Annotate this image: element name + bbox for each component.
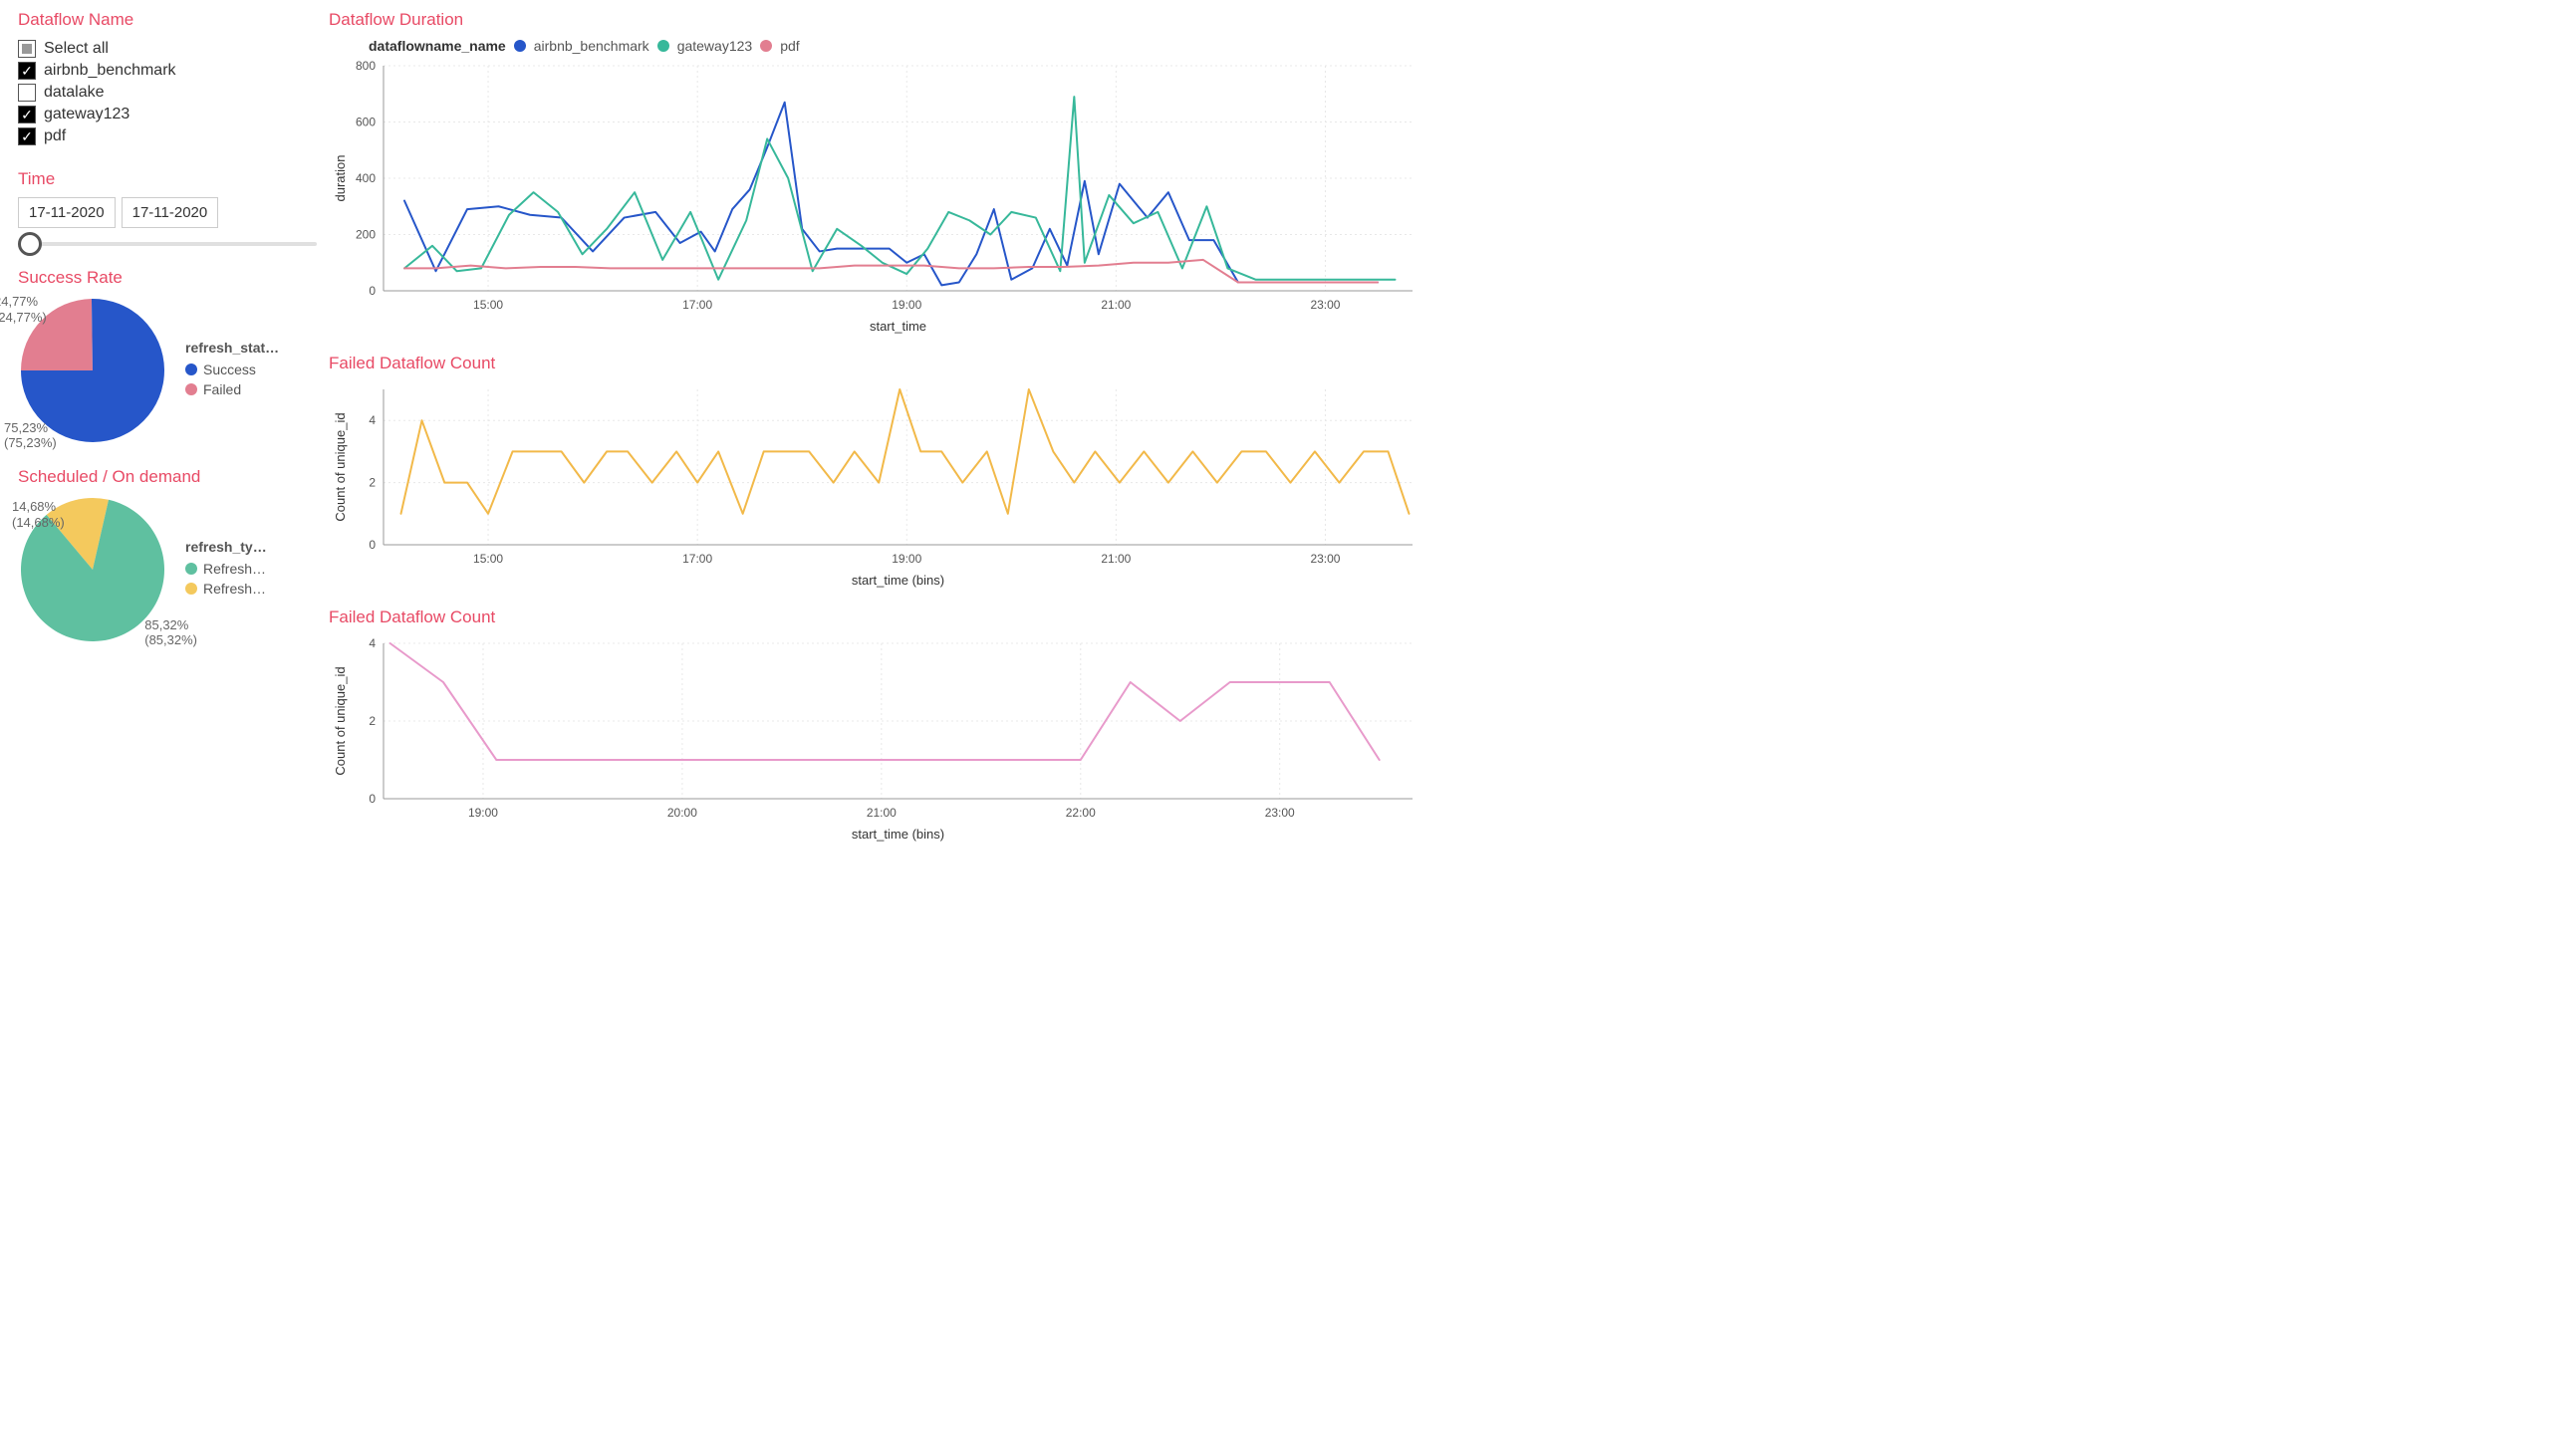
legend-item[interactable]: Refresh… (185, 581, 267, 597)
failed2-title: Failed Dataflow Count (329, 607, 2558, 627)
pie-label-sched-major: 85,32% (85,32%) (144, 617, 197, 648)
svg-text:19:00: 19:00 (892, 552, 921, 566)
success-rate-pie[interactable]: 24,77% (24,77%) 75,23% (75,23%) (18, 296, 167, 445)
svg-text:21:00: 21:00 (867, 806, 897, 820)
filter-item-gateway123[interactable]: gateway123 (18, 104, 317, 125)
legend-label: Refresh… (203, 581, 266, 597)
legend-label: Failed (203, 381, 241, 397)
checkbox-icon[interactable] (18, 127, 36, 145)
filter-item-label: airbnb_benchmark (44, 62, 176, 80)
svg-text:19:00: 19:00 (892, 298, 921, 312)
svg-text:19:00: 19:00 (468, 806, 498, 820)
filter-title: Dataflow Name (18, 10, 317, 30)
failed1-title: Failed Dataflow Count (329, 354, 2558, 373)
time-slicer: Time 17-11-2020 17-11-2020 (18, 169, 317, 246)
time-slider-thumb[interactable] (18, 232, 42, 256)
svg-text:23:00: 23:00 (1265, 806, 1295, 820)
time-slider-track[interactable] (18, 242, 317, 246)
duration-legend: dataflowname_name airbnb_benchmarkgatewa… (369, 38, 2558, 54)
svg-text:20:00: 20:00 (667, 806, 697, 820)
svg-text:17:00: 17:00 (682, 552, 712, 566)
filter-item-pdf[interactable]: pdf (18, 125, 317, 147)
filter-item-datalake[interactable]: datalake (18, 82, 317, 104)
svg-text:800: 800 (356, 59, 376, 73)
legend-dot-icon (657, 40, 669, 52)
pie-label-sched-minor: 14,68% (14,68%) (12, 499, 65, 530)
legend-label: Success (203, 362, 256, 377)
checkbox-icon[interactable] (18, 62, 36, 80)
svg-text:0: 0 (369, 538, 376, 552)
pie-label-success: 75,23% (75,23%) (4, 420, 57, 451)
success-rate-legend: refresh_stat… SuccessFailed (185, 340, 279, 401)
checkbox-icon[interactable] (18, 84, 36, 102)
success-rate-title: Success Rate (18, 268, 317, 288)
svg-text:start_time (bins): start_time (bins) (852, 573, 944, 588)
filter-item-airbnb_benchmark[interactable]: airbnb_benchmark (18, 60, 317, 82)
legend-dot-icon (760, 40, 772, 52)
legend-item[interactable]: Success (185, 362, 279, 377)
failed2-chart[interactable]: 0 2 4 19:00 20:00 21:00 22:00 23:00 Count of uni… (329, 635, 1424, 845)
pie-label-failed: 24,77% (24,77%) (0, 294, 47, 325)
legend-dot-icon (185, 383, 197, 395)
filter-item-Select-all[interactable]: Select all (18, 38, 317, 60)
duration-chart-block: Dataflow Duration dataflowname_name airb… (329, 10, 2558, 340)
legend-label: gateway123 (677, 38, 753, 54)
legend-dot-icon (185, 364, 197, 375)
legend-item[interactable]: Refresh… (185, 561, 267, 577)
svg-text:15:00: 15:00 (473, 298, 503, 312)
checkbox-icon[interactable] (18, 40, 36, 58)
svg-text:Count of unique_id: Count of unique_id (333, 666, 348, 775)
scheduled-section: Scheduled / On demand 14,68% (14,68%) 85… (18, 467, 317, 644)
scheduled-pie[interactable]: 14,68% (14,68%) 85,32% (85,32%) (18, 495, 167, 644)
svg-text:0: 0 (369, 792, 376, 806)
date-from-input[interactable]: 17-11-2020 (18, 197, 116, 228)
svg-text:21:00: 21:00 (1101, 298, 1131, 312)
svg-text:17:00: 17:00 (682, 298, 712, 312)
svg-text:23:00: 23:00 (1310, 552, 1340, 566)
filter-item-label: gateway123 (44, 106, 129, 123)
svg-text:duration: duration (333, 155, 348, 202)
duration-chart[interactable]: 0 200 400 600 800 15:00 17:00 19:00 21:00 23:00 du… (329, 58, 1424, 337)
filter-dataflow-name: Dataflow Name Select all airbnb_benchmark… (18, 10, 317, 147)
filter-item-label: Select all (44, 40, 109, 58)
scheduled-legend: refresh_ty… Refresh…Refresh… (185, 539, 267, 601)
date-to-input[interactable]: 17-11-2020 (122, 197, 219, 228)
svg-text:Count of unique_id: Count of unique_id (333, 412, 348, 521)
filter-item-label: pdf (44, 127, 66, 145)
svg-text:0: 0 (369, 284, 376, 298)
legend-item[interactable]: Failed (185, 381, 279, 397)
svg-text:2: 2 (369, 714, 376, 728)
svg-text:200: 200 (356, 228, 376, 242)
svg-text:22:00: 22:00 (1066, 806, 1096, 820)
checkbox-icon[interactable] (18, 106, 36, 123)
legend-label: pdf (780, 38, 799, 54)
svg-text:start_time: start_time (870, 319, 926, 334)
scheduled-title: Scheduled / On demand (18, 467, 317, 487)
svg-text:15:00: 15:00 (473, 552, 503, 566)
legend-label: airbnb_benchmark (534, 38, 649, 54)
time-title: Time (18, 169, 317, 189)
filter-item-label: datalake (44, 84, 105, 102)
failed1-chart-block: Failed Dataflow Count 0 2 4 15:00 17:00 19:00… (329, 354, 2558, 594)
failed1-chart[interactable]: 0 2 4 15:00 17:00 19:00 21:00 23:00 Count of uni… (329, 381, 1424, 591)
failed2-chart-block: Failed Dataflow Count 0 2 4 19:00 20:00 21:00… (329, 607, 2558, 848)
success-rate-section: Success Rate 24,77% (24,77%) 75,23% (75,… (18, 268, 317, 445)
svg-text:4: 4 (369, 636, 376, 650)
svg-text:600: 600 (356, 116, 376, 129)
svg-text:2: 2 (369, 476, 376, 490)
svg-text:23:00: 23:00 (1310, 298, 1340, 312)
legend-label: Refresh… (203, 561, 266, 577)
svg-text:400: 400 (356, 171, 376, 185)
legend-dot-icon (185, 563, 197, 575)
duration-title: Dataflow Duration (329, 10, 2558, 30)
svg-text:start_time (bins): start_time (bins) (852, 827, 944, 842)
svg-text:21:00: 21:00 (1101, 552, 1131, 566)
legend-dot-icon (514, 40, 526, 52)
svg-text:4: 4 (369, 413, 376, 427)
legend-dot-icon (185, 583, 197, 595)
